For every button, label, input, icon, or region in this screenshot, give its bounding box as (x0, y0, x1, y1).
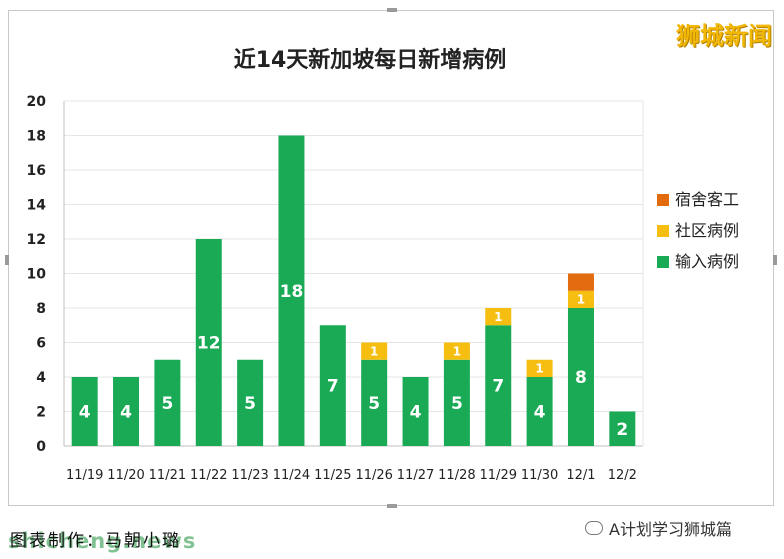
legend-label: 社区病例 (675, 221, 739, 240)
data-label: 1 (370, 344, 378, 358)
resize-handle-left[interactable] (5, 255, 9, 265)
x-tick-label: 11/21 (149, 468, 186, 483)
y-tick-label: 12 (27, 232, 46, 248)
y-tick-label: 20 (27, 94, 47, 110)
data-label: 1 (535, 362, 543, 376)
data-label: 1 (494, 310, 502, 324)
legend-label: 宿舍客工 (675, 190, 739, 209)
resize-handle-bottom[interactable] (387, 504, 397, 508)
account-name: A计划学习狮城篇 (609, 520, 732, 539)
data-label: 4 (79, 403, 91, 423)
data-label: 7 (492, 377, 504, 397)
data-label: 8 (575, 368, 587, 388)
data-label: 5 (368, 394, 380, 414)
x-tick-label: 11/22 (190, 468, 227, 483)
y-tick-label: 0 (36, 439, 46, 455)
y-tick-label: 6 (36, 336, 46, 352)
legend-swatch (657, 256, 669, 268)
bar-imported (237, 359, 264, 446)
bar-imported (195, 239, 222, 446)
watermark: shicheng.news (8, 529, 197, 553)
chart-title: 近14天新加坡每日新增病例 (234, 47, 507, 73)
x-tick-label: 12/1 (566, 468, 595, 483)
account-tag[interactable]: A计划学习狮城篇 (585, 516, 732, 540)
x-tick-label: 11/30 (521, 468, 558, 483)
bar-imported (443, 359, 470, 446)
data-label: 18 (280, 282, 304, 302)
y-tick-label: 10 (27, 267, 47, 283)
data-label: 5 (161, 394, 173, 414)
data-label: 2 (616, 420, 628, 440)
legend-label: 输入病例 (675, 252, 739, 271)
bar-imported (361, 359, 388, 446)
data-label: 4 (534, 403, 546, 423)
bar-community (485, 308, 512, 326)
bar-imported (485, 325, 512, 446)
y-tick-label: 2 (36, 405, 46, 421)
bar-dormitory (567, 273, 594, 291)
y-tick-label: 8 (36, 301, 46, 317)
data-label: 4 (120, 403, 132, 423)
y-tick-label: 4 (36, 370, 46, 386)
data-label: 1 (577, 293, 585, 307)
bar-imported (113, 377, 140, 446)
x-tick-label: 11/27 (397, 468, 434, 483)
brand-logo: 狮城新闻 (676, 22, 772, 50)
bar-imported (402, 377, 429, 446)
bar-imported (609, 411, 636, 446)
bar-imported (71, 377, 98, 446)
data-label: 1 (453, 344, 461, 358)
x-tick-label: 11/19 (66, 468, 103, 483)
data-label: 5 (244, 394, 256, 414)
data-label: 5 (451, 394, 463, 414)
resize-handle-top[interactable] (387, 8, 397, 12)
x-tick-label: 11/23 (231, 468, 268, 483)
bar-imported (154, 359, 181, 446)
chat-bubble-icon (585, 521, 603, 535)
bar-community (443, 342, 470, 360)
bar-imported (526, 377, 553, 446)
y-tick-label: 18 (27, 129, 46, 145)
y-tick-label: 14 (27, 198, 47, 214)
bar-community (361, 342, 388, 360)
chart-credit: 图表制作：马朝小璐 (10, 531, 181, 551)
x-tick-label: 11/26 (355, 468, 392, 483)
x-tick-label: 11/25 (314, 468, 351, 483)
legend-swatch (657, 225, 669, 237)
y-tick-label: 16 (27, 163, 46, 179)
x-tick-label: 12/2 (608, 468, 637, 483)
resize-handle-right[interactable] (773, 255, 777, 265)
bar-imported (278, 135, 305, 446)
bar-community (567, 290, 594, 308)
data-label: 7 (327, 377, 339, 397)
bar-imported (319, 325, 346, 446)
x-tick-label: 11/28 (438, 468, 475, 483)
x-tick-label: 11/20 (107, 468, 144, 483)
x-tick-label: 11/24 (273, 468, 310, 483)
bar-community (526, 359, 553, 377)
data-label: 4 (410, 403, 422, 423)
data-label: 12 (197, 334, 221, 354)
bar-imported (567, 308, 594, 446)
x-tick-label: 11/29 (480, 468, 517, 483)
legend-swatch (657, 194, 669, 206)
